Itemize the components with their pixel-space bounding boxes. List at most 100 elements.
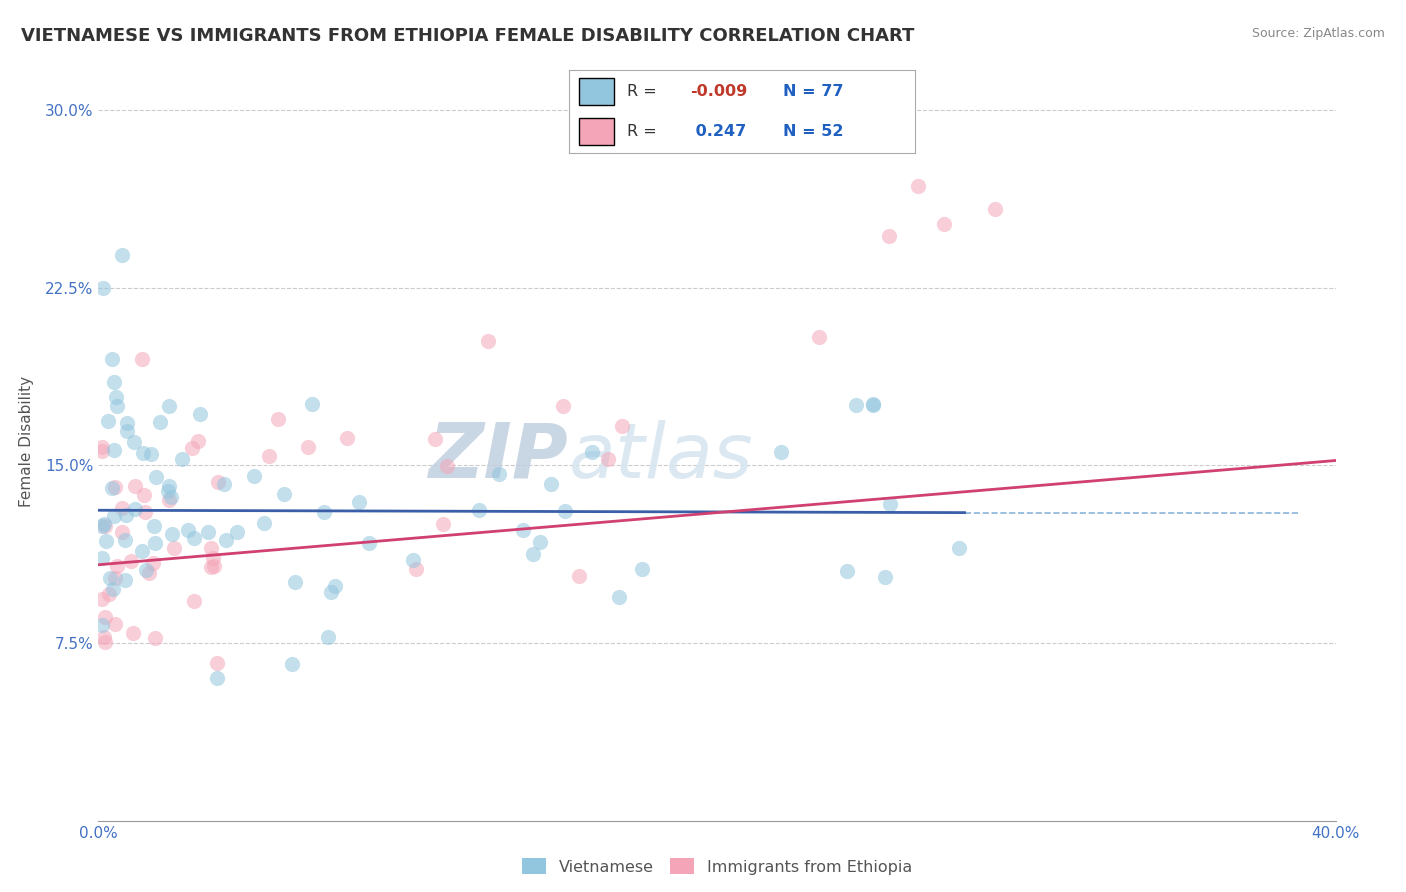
Point — [202, 559, 225, 574]
Point — [103, 376, 125, 390]
Point — [436, 458, 458, 473]
Point — [948, 541, 970, 555]
Point — [423, 432, 446, 446]
Point — [122, 434, 145, 449]
Point — [111, 501, 134, 516]
Point — [598, 452, 620, 467]
Point — [932, 218, 955, 232]
Point — [187, 434, 209, 448]
Point — [336, 431, 359, 445]
Point — [273, 487, 295, 501]
Point — [207, 672, 229, 686]
Point — [488, 467, 510, 481]
Point — [359, 536, 381, 550]
Point — [180, 441, 202, 455]
Point — [160, 526, 183, 541]
Point — [529, 535, 551, 549]
Point — [522, 547, 544, 561]
Point — [132, 446, 155, 460]
Point — [225, 525, 247, 540]
Point — [159, 490, 181, 504]
Point — [188, 407, 211, 421]
Point — [312, 505, 335, 519]
Point — [100, 351, 122, 366]
Point — [862, 397, 884, 411]
Point — [253, 516, 276, 530]
Point — [200, 541, 222, 555]
Point — [402, 553, 425, 567]
Point — [110, 247, 132, 261]
Point — [807, 330, 830, 344]
Point — [207, 475, 229, 489]
Point — [197, 525, 219, 540]
Point — [512, 523, 534, 537]
Point — [90, 440, 112, 454]
Point — [540, 477, 562, 491]
Point — [131, 352, 153, 367]
Point — [844, 398, 866, 412]
Point — [551, 399, 574, 413]
Point — [103, 442, 125, 457]
Point — [134, 505, 156, 519]
Text: ZIP: ZIP — [429, 420, 568, 493]
Point — [163, 541, 186, 556]
Legend: Vietnamese, Immigrants from Ethiopia: Vietnamese, Immigrants from Ethiopia — [516, 852, 918, 881]
Point — [93, 630, 115, 644]
Point — [907, 178, 929, 193]
Point — [101, 582, 124, 596]
Point — [94, 609, 117, 624]
Point — [104, 480, 127, 494]
Point — [103, 508, 125, 523]
Point — [554, 504, 576, 518]
Point — [281, 657, 304, 671]
Point — [183, 531, 205, 545]
Point — [318, 630, 340, 644]
Point — [201, 551, 224, 566]
Point — [321, 584, 343, 599]
Point — [104, 571, 127, 585]
Point — [142, 556, 165, 570]
Point — [835, 564, 858, 578]
Point — [143, 631, 166, 645]
Point — [284, 574, 307, 589]
Point — [612, 418, 634, 433]
Point — [104, 390, 127, 404]
Point — [143, 535, 166, 549]
Point — [97, 414, 120, 428]
Point — [159, 399, 181, 413]
Point — [138, 566, 160, 580]
Point — [477, 334, 499, 348]
Point — [91, 617, 114, 632]
Point — [200, 560, 222, 574]
Point — [93, 516, 115, 531]
Point — [96, 534, 118, 549]
Text: atlas: atlas — [568, 420, 754, 493]
Point — [124, 501, 146, 516]
Point — [877, 229, 900, 244]
Point — [91, 280, 114, 294]
Point — [145, 470, 167, 484]
Point — [769, 444, 792, 458]
Point — [98, 587, 121, 601]
Point — [212, 477, 235, 491]
Point — [124, 478, 146, 492]
Point — [157, 479, 180, 493]
Point — [114, 533, 136, 548]
Point — [205, 657, 228, 671]
Point — [149, 416, 172, 430]
Point — [90, 591, 112, 606]
Point — [176, 523, 198, 537]
Point — [405, 562, 427, 576]
Point — [90, 550, 112, 565]
Point — [131, 543, 153, 558]
Point — [120, 554, 142, 568]
Point — [297, 440, 319, 454]
Point — [347, 495, 370, 509]
Point — [267, 412, 290, 426]
Point — [104, 616, 127, 631]
Y-axis label: Female Disability: Female Disability — [18, 376, 34, 508]
Point — [134, 563, 156, 577]
Point — [581, 445, 603, 459]
Point — [984, 202, 1007, 216]
Point — [172, 452, 194, 467]
